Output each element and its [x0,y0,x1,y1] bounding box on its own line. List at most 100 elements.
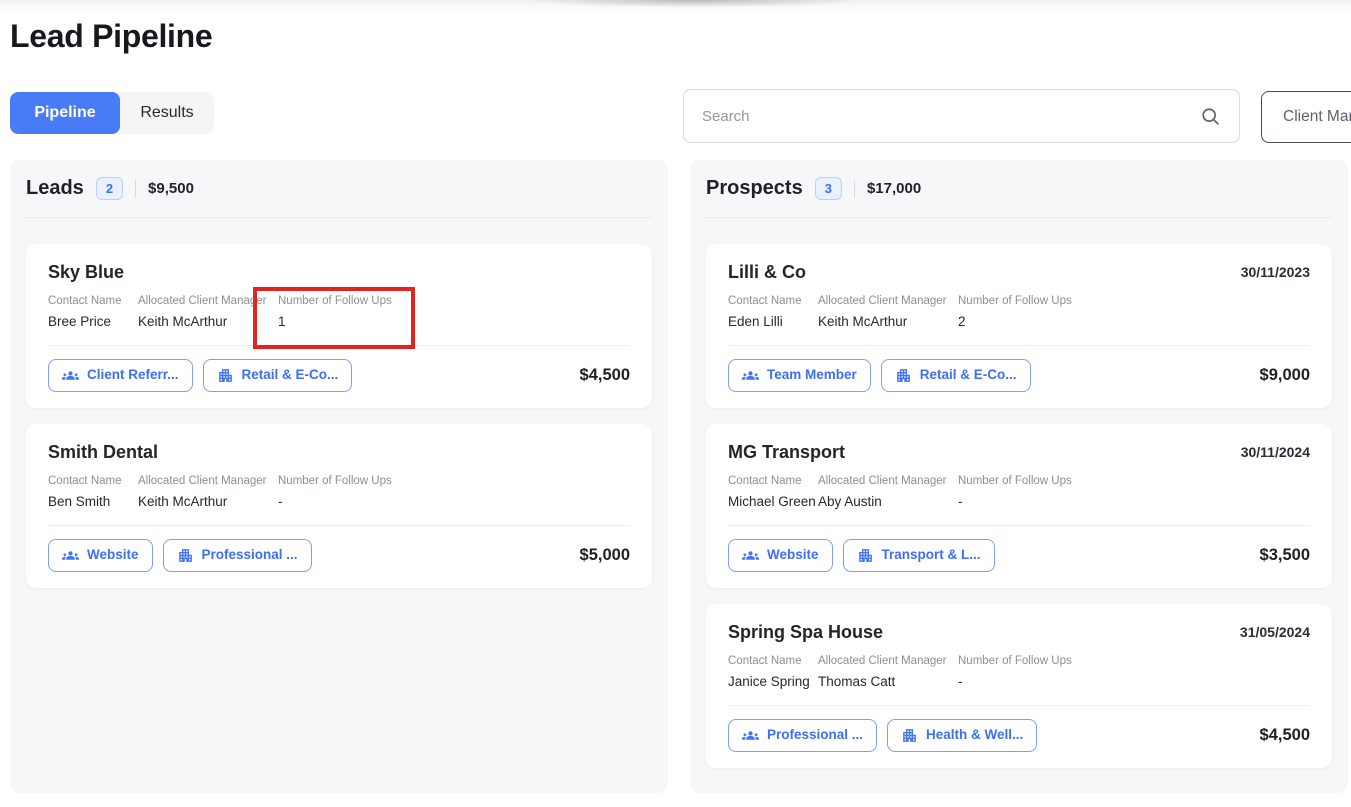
lead-source-tag[interactable]: Professional ... [728,719,878,752]
tag-label: Health & Well... [926,727,1024,743]
manager-field: Allocated Client Manager Keith McArthur [138,295,278,329]
building-icon [857,547,874,564]
tag-group: Client Referr... Retail & E-Co... [48,359,353,392]
column-prospects: Prospects 3 $17,000 Lilli & Co 30/11/202… [690,160,1348,793]
client-manager-filter-button[interactable]: Client Manager [1261,91,1351,143]
followups-field: Number of Follow Ups - [958,655,1310,689]
manager-field: Allocated Client Manager Keith McArthur [138,475,278,509]
column-header: Leads 2 $9,500 [10,160,668,217]
manager-field: Allocated Client Manager Keith McArthur [818,295,958,329]
manager-field: Allocated Client Manager Thomas Catt [818,655,958,689]
tag-label: Client Referr... [87,367,179,383]
field-label: Contact Name [48,295,122,307]
count-badge: 2 [95,177,124,200]
field-value: - [958,674,963,689]
column-header-rule [706,217,1332,218]
card-fields: Contact Name Eden Lilli Allocated Client… [728,295,1310,345]
field-label: Number of Follow Ups [958,655,1072,667]
field-value: Bree Price [48,314,112,329]
tag-group: Website Professional ... [48,539,312,572]
card-rule [728,345,1310,346]
industry-tag[interactable]: Transport & L... [842,539,995,572]
lead-card-sky-blue[interactable]: Sky Blue Contact Name Bree Price Allocat… [26,244,652,408]
card-rule [728,705,1310,706]
field-label: Number of Follow Ups [958,295,1072,307]
search-input[interactable] [702,107,1200,125]
industry-tag[interactable]: Professional ... [162,539,312,572]
industry-tag[interactable]: Health & Well... [887,719,1038,752]
field-value: - [278,494,283,509]
card-fields: Contact Name Bree Price Allocated Client… [48,287,630,349]
tag-label: Transport & L... [881,547,981,563]
column-leads: Leads 2 $9,500 Sky Blue Contact Name Bre… [10,160,668,793]
card-title: MG Transport [728,442,846,462]
tag-label: Team Member [767,367,857,383]
column-total: $9,500 [148,180,194,197]
contact-field: Contact Name Eden Lilli [728,295,818,329]
card-date: 30/11/2023 [1240,264,1310,280]
field-label: Allocated Client Manager [138,475,267,487]
building-icon [217,367,234,384]
card-fields: Contact Name Ben Smith Allocated Client … [48,475,630,525]
column-total: $17,000 [866,180,922,197]
card-amount: $5,000 [579,546,630,564]
prospect-card-mg-transport[interactable]: MG Transport 30/11/2024 Contact Name Mic… [706,424,1332,588]
field-value: Thomas Catt [818,674,896,689]
card-list: Sky Blue Contact Name Bree Price Allocat… [10,218,668,604]
field-label: Allocated Client Manager [818,295,947,307]
followups-field: Number of Follow Ups 1 [278,295,630,329]
tab-results[interactable]: Results [120,92,214,134]
lead-source-tag[interactable]: Website [728,539,833,572]
card-title: Spring Spa House [728,622,884,642]
lead-source-tag[interactable]: Website [48,539,153,572]
lead-source-tag[interactable]: Client Referr... [48,359,193,392]
card-title: Lilli & Co [728,262,806,282]
contact-field: Contact Name Ben Smith [48,475,138,509]
group-icon [62,367,79,384]
field-value: Keith McArthur [138,314,228,329]
field-value: Keith McArthur [138,494,228,509]
tag-label: Website [767,547,819,563]
lead-card-smith-dental[interactable]: Smith Dental Contact Name Ben Smith Allo… [26,424,652,588]
tag-label: Website [87,547,139,563]
field-label: Allocated Client Manager [138,295,267,307]
field-label: Contact Name [48,475,122,487]
tag-label: Professional ... [201,547,298,563]
column-name: Prospects [706,177,803,199]
card-amount: $3,500 [1259,546,1310,564]
card-title: Sky Blue [48,262,125,282]
industry-tag[interactable]: Retail & E-Co... [880,359,1031,392]
lead-source-tag[interactable]: Team Member [728,359,871,392]
field-value: Michael Green [728,494,816,509]
card-list: Lilli & Co 30/11/2023 Contact Name Eden … [690,218,1348,784]
column-header-rule [26,217,652,218]
tag-group: Professional ... Health & Well... [728,719,1038,752]
field-label: Number of Follow Ups [278,295,392,307]
followups-field: Number of Follow Ups - [958,475,1310,509]
field-value: Eden Lilli [728,314,783,329]
group-icon [742,367,759,384]
card-fields: Contact Name Janice Spring Allocated Cli… [728,655,1310,705]
tag-label: Professional ... [767,727,864,743]
prospect-card-lilli-co[interactable]: Lilli & Co 30/11/2023 Contact Name Eden … [706,244,1332,408]
field-value: Keith McArthur [818,314,908,329]
prospect-card-spring-spa-house[interactable]: Spring Spa House 31/05/2024 Contact Name… [706,604,1332,768]
tab-pipeline[interactable]: Pipeline [10,92,120,134]
page-title: Lead Pipeline [10,18,213,54]
group-icon [62,547,79,564]
field-label: Allocated Client Manager [818,655,947,667]
industry-tag[interactable]: Retail & E-Co... [202,359,353,392]
manager-field: Allocated Client Manager Aby Austin [818,475,958,509]
search-bar[interactable] [683,89,1240,143]
card-rule [728,525,1310,526]
field-label: Contact Name [728,475,802,487]
contact-field: Contact Name Michael Green [728,475,818,509]
field-value: Aby Austin [818,494,882,509]
followups-field: Number of Follow Ups - [278,475,630,509]
tag-label: Retail & E-Co... [919,367,1017,383]
field-value: Ben Smith [48,494,111,509]
field-label: Contact Name [728,295,802,307]
view-tabs: Pipeline Results [10,92,214,134]
field-label: Number of Follow Ups [278,475,392,487]
field-value: 2 [958,314,966,329]
